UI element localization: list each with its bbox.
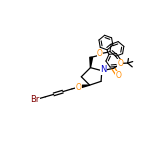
Text: O: O [115, 71, 121, 80]
Text: O: O [117, 59, 123, 68]
Text: Br: Br [31, 95, 40, 104]
Text: O: O [76, 83, 81, 92]
Polygon shape [90, 57, 93, 68]
Text: N: N [100, 65, 107, 74]
Text: O: O [97, 49, 103, 58]
Polygon shape [80, 85, 90, 88]
